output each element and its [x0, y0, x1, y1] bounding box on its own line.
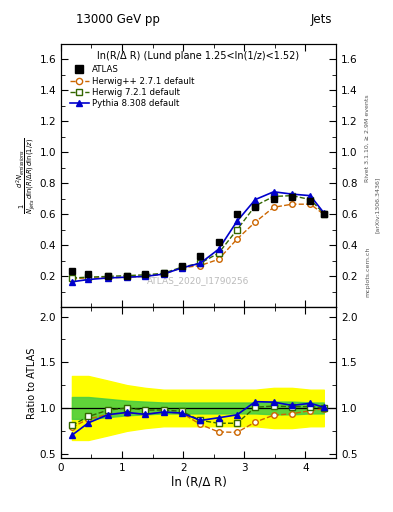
- Text: ln(R/Δ R) (Lund plane 1.25<ln(1/z)<1.52): ln(R/Δ R) (Lund plane 1.25<ln(1/z)<1.52): [97, 51, 299, 61]
- Text: [arXiv:1306.3436]: [arXiv:1306.3436]: [375, 177, 380, 233]
- Legend: ATLAS, Herwig++ 2.7.1 default, Herwig 7.2.1 default, Pythia 8.308 default: ATLAS, Herwig++ 2.7.1 default, Herwig 7.…: [68, 63, 196, 110]
- Text: Rivet 3.1.10, ≥ 2.9M events: Rivet 3.1.10, ≥ 2.9M events: [365, 94, 370, 182]
- Y-axis label: Ratio to ATLAS: Ratio to ATLAS: [27, 347, 37, 418]
- Y-axis label: $\frac{1}{N_{jets}}\frac{d^2 N_{emissions}}{d\ln(R/\Delta R)\,d\ln(1/z)}$: $\frac{1}{N_{jets}}\frac{d^2 N_{emission…: [15, 137, 38, 214]
- Text: mcplots.cern.ch: mcplots.cern.ch: [365, 246, 370, 296]
- Text: 13000 GeV pp: 13000 GeV pp: [76, 13, 160, 26]
- X-axis label: ln (R/Δ R): ln (R/Δ R): [171, 476, 226, 489]
- Text: ATLAS_2020_I1790256: ATLAS_2020_I1790256: [147, 276, 250, 286]
- Text: Jets: Jets: [310, 13, 332, 26]
